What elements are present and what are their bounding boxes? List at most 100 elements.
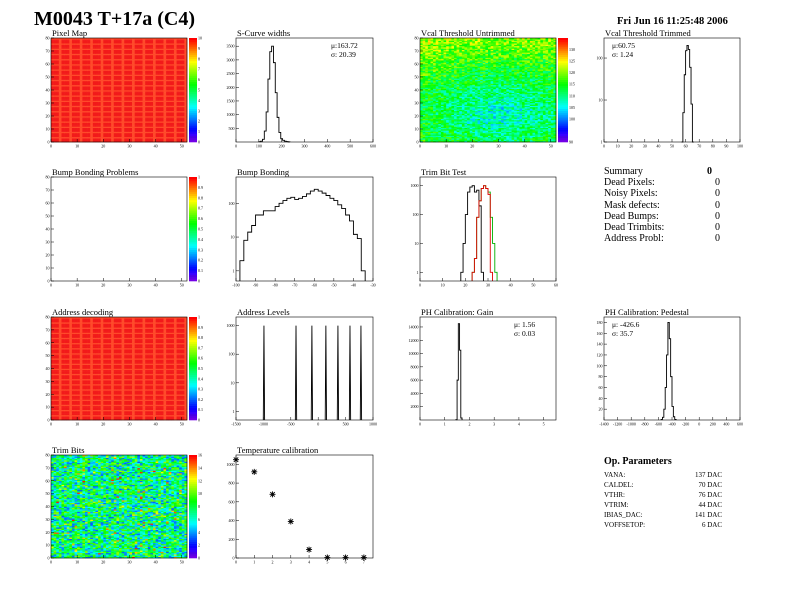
heatmap-cell <box>126 129 130 131</box>
heatmap-cell <box>61 122 65 125</box>
heatmap-cell <box>71 121 75 123</box>
heatmap-cell <box>103 122 107 125</box>
heatmap-cell <box>145 114 149 117</box>
heatmap-cell <box>137 117 141 119</box>
heatmap-cell <box>58 132 62 135</box>
heatmap-cell <box>79 121 83 123</box>
heatmap-cell <box>119 138 122 140</box>
heatmap-cell <box>108 117 112 119</box>
heatmap-cell <box>105 130 109 132</box>
heatmap-cell <box>90 138 94 140</box>
heatmap-cell <box>77 129 81 131</box>
heatmap-cell <box>168 113 172 115</box>
heatmap-cell <box>74 126 78 128</box>
heatmap-cell <box>98 138 101 140</box>
heatmap-cell <box>51 140 54 143</box>
heatmap-cell <box>176 129 180 131</box>
palette-band <box>189 129 197 132</box>
heatmap-cell <box>163 129 167 131</box>
heatmap-cell <box>58 127 62 130</box>
heatmap-cell <box>77 140 81 143</box>
heatmap-cell <box>69 130 73 132</box>
palette-tick-label: 10 <box>198 36 202 41</box>
heatmap-cell <box>139 129 143 131</box>
heatmap-cell <box>171 127 175 130</box>
heatmap-cell <box>137 132 141 135</box>
heatmap-cell <box>95 116 99 118</box>
heatmap-cell <box>150 123 154 126</box>
heatmap-cell <box>124 116 128 118</box>
heatmap-cell <box>79 138 83 140</box>
heatmap-cell <box>129 122 133 125</box>
heatmap-cell <box>74 118 78 121</box>
heatmap-cell <box>92 118 96 121</box>
heatmap-cell <box>64 113 67 115</box>
heatmap-cell <box>179 134 183 136</box>
heatmap-cell <box>147 130 151 132</box>
heatmap-cell <box>58 119 62 122</box>
heatmap-cell <box>184 134 188 136</box>
heatmap-cell <box>134 118 138 121</box>
heatmap-cell <box>58 123 62 126</box>
heatmap-cell <box>124 113 128 115</box>
heatmap-cell <box>176 134 180 136</box>
heatmap-cell <box>147 138 151 140</box>
heatmap-cell <box>103 119 107 122</box>
heatmap-cell <box>153 116 156 118</box>
heatmap-cell <box>113 136 117 139</box>
heatmap-cell <box>77 136 81 139</box>
heatmap-cell <box>145 123 149 126</box>
heatmap-cell <box>111 134 115 136</box>
heatmap-cell <box>179 127 183 130</box>
heatmap-cell <box>71 139 75 141</box>
heatmap-cell <box>142 134 146 136</box>
heatmap-cell <box>53 127 57 130</box>
stat-label: μ:163.72 <box>331 41 358 50</box>
heatmap-cell <box>74 131 78 134</box>
heatmap-cell <box>100 135 104 138</box>
heatmap-cell <box>69 113 73 115</box>
heatmap-cell <box>66 134 70 136</box>
heatmap-cell <box>100 131 104 134</box>
heatmap-cell <box>166 132 169 135</box>
heatmap-cell <box>121 126 125 128</box>
heatmap-cell <box>92 112 96 114</box>
heatmap-cell <box>116 121 120 123</box>
heatmap-cell <box>82 140 86 143</box>
palette-tick-label: 7 <box>198 67 200 72</box>
heatmap-cell <box>179 138 183 140</box>
heatmap-cell <box>103 117 107 119</box>
heatmap-cell <box>100 130 104 132</box>
heatmap-cell <box>95 134 99 136</box>
palette-band <box>189 38 197 41</box>
heatmap-cell <box>69 132 73 135</box>
heatmap-cell <box>126 117 130 119</box>
heatmap-cell <box>163 122 167 125</box>
heatmap-cell <box>145 131 149 134</box>
heatmap-cell <box>132 113 135 115</box>
heatmap-cell <box>105 135 109 138</box>
heatmap-cell <box>92 127 96 130</box>
heatmap-cell <box>145 125 149 127</box>
heatmap-cell <box>113 116 117 118</box>
heatmap-cell <box>87 126 91 128</box>
heatmap-cell <box>153 114 156 117</box>
heatmap-cell <box>184 138 188 140</box>
heatmap-cell <box>184 122 188 125</box>
heatmap-cell <box>87 138 91 140</box>
heatmap-cell <box>108 118 112 121</box>
heatmap-cell <box>64 138 67 140</box>
heatmap-cell <box>56 117 60 119</box>
heatmap-cell <box>181 114 185 117</box>
heatmap-cell <box>77 127 81 130</box>
heatmap-cell <box>129 140 133 143</box>
heatmap-cell <box>184 132 188 135</box>
x-tick-label: 300 <box>302 144 308 149</box>
heatmap-cell <box>105 114 109 117</box>
heatmap-cell <box>82 118 86 121</box>
heatmap-cell <box>111 117 115 119</box>
heatmap-cell <box>100 132 104 135</box>
heatmap-cell <box>53 122 57 125</box>
heatmap-cell <box>69 127 73 130</box>
heatmap-cell <box>87 139 91 141</box>
